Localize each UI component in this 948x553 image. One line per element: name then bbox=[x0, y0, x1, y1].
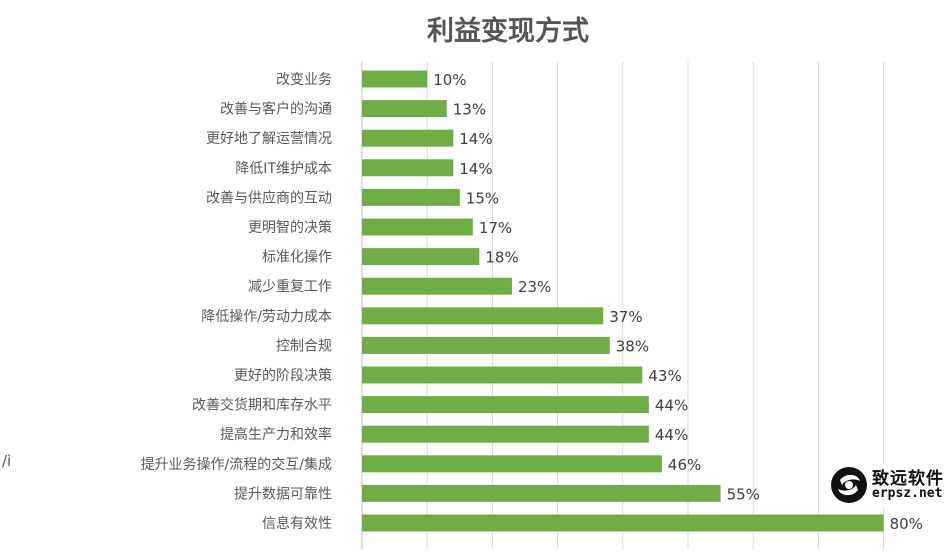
bar bbox=[362, 248, 480, 266]
value-label: 80% bbox=[890, 515, 923, 533]
value-label: 44% bbox=[655, 426, 688, 444]
value-label: 13% bbox=[453, 101, 486, 119]
value-label: 37% bbox=[609, 308, 642, 326]
category-labels: 改变业务改善与客户的沟通更好地了解运营情况降低IT维护成本改善与供应商的互动更明… bbox=[141, 72, 332, 532]
stray-text: /i bbox=[2, 452, 12, 470]
value-label: 46% bbox=[668, 456, 701, 474]
chart-title: 利益变现方式 bbox=[427, 15, 589, 47]
value-label: 17% bbox=[479, 219, 512, 237]
value-labels: 10% 13% 14% 14% 15% 17% 18%23% 37% 38% 43% 44% 44% 4… bbox=[433, 71, 923, 533]
category-label: 改变业务 bbox=[276, 72, 332, 88]
bar bbox=[362, 514, 884, 532]
bar bbox=[362, 484, 721, 502]
category-label: 提升数据可靠性 bbox=[234, 486, 332, 502]
watermark: 致远软件 erpsz.net bbox=[826, 464, 946, 508]
value-label: 14% bbox=[459, 160, 492, 178]
bar bbox=[362, 425, 649, 443]
bar bbox=[362, 188, 460, 206]
category-label: 更好地了解运营情况 bbox=[206, 131, 332, 147]
bar bbox=[362, 218, 473, 236]
bar bbox=[362, 100, 447, 118]
bar bbox=[362, 159, 454, 177]
bars bbox=[362, 70, 884, 532]
watermark-en-text: erpsz.net bbox=[872, 486, 943, 501]
category-label: 降低IT维护成本 bbox=[235, 161, 332, 177]
category-label: 减少重复工作 bbox=[248, 278, 332, 295]
value-label: 38% bbox=[616, 337, 649, 355]
category-label: 更好的阶段决策 bbox=[234, 367, 332, 384]
value-label: 55% bbox=[727, 485, 760, 503]
value-label: 10% bbox=[433, 71, 466, 89]
value-label: 15% bbox=[466, 189, 499, 207]
watermark-cn-text: 致远软件 bbox=[872, 469, 944, 489]
value-label: 44% bbox=[655, 397, 688, 415]
category-label: 提升业务操作/流程的交互/集成 bbox=[141, 456, 332, 473]
value-label: 43% bbox=[648, 367, 681, 385]
category-label: 控制合规 bbox=[276, 338, 332, 354]
value-label: 14% bbox=[459, 130, 492, 148]
category-label: 改善与供应商的互动 bbox=[206, 189, 332, 206]
category-label: 改善交货期和库存水平 bbox=[192, 397, 332, 414]
category-label: 标准化操作 bbox=[262, 250, 332, 266]
bar bbox=[362, 129, 454, 147]
category-label: 改善与客户的沟通 bbox=[220, 101, 332, 118]
bar bbox=[362, 336, 610, 354]
bar bbox=[362, 277, 512, 295]
bar bbox=[362, 396, 649, 414]
value-label: 18% bbox=[485, 249, 518, 267]
bar bbox=[362, 307, 604, 325]
category-label: 提高生产力和效率 bbox=[220, 426, 332, 443]
bar bbox=[362, 366, 643, 384]
category-label: 信息有效性 bbox=[262, 515, 332, 532]
category-label: 降低操作/劳动力成本 bbox=[201, 309, 332, 325]
bar bbox=[362, 70, 428, 88]
category-label: 更明智的决策 bbox=[248, 219, 332, 236]
brand-logo-icon bbox=[831, 467, 867, 503]
value-label: 23% bbox=[518, 278, 551, 296]
bar bbox=[362, 455, 662, 473]
